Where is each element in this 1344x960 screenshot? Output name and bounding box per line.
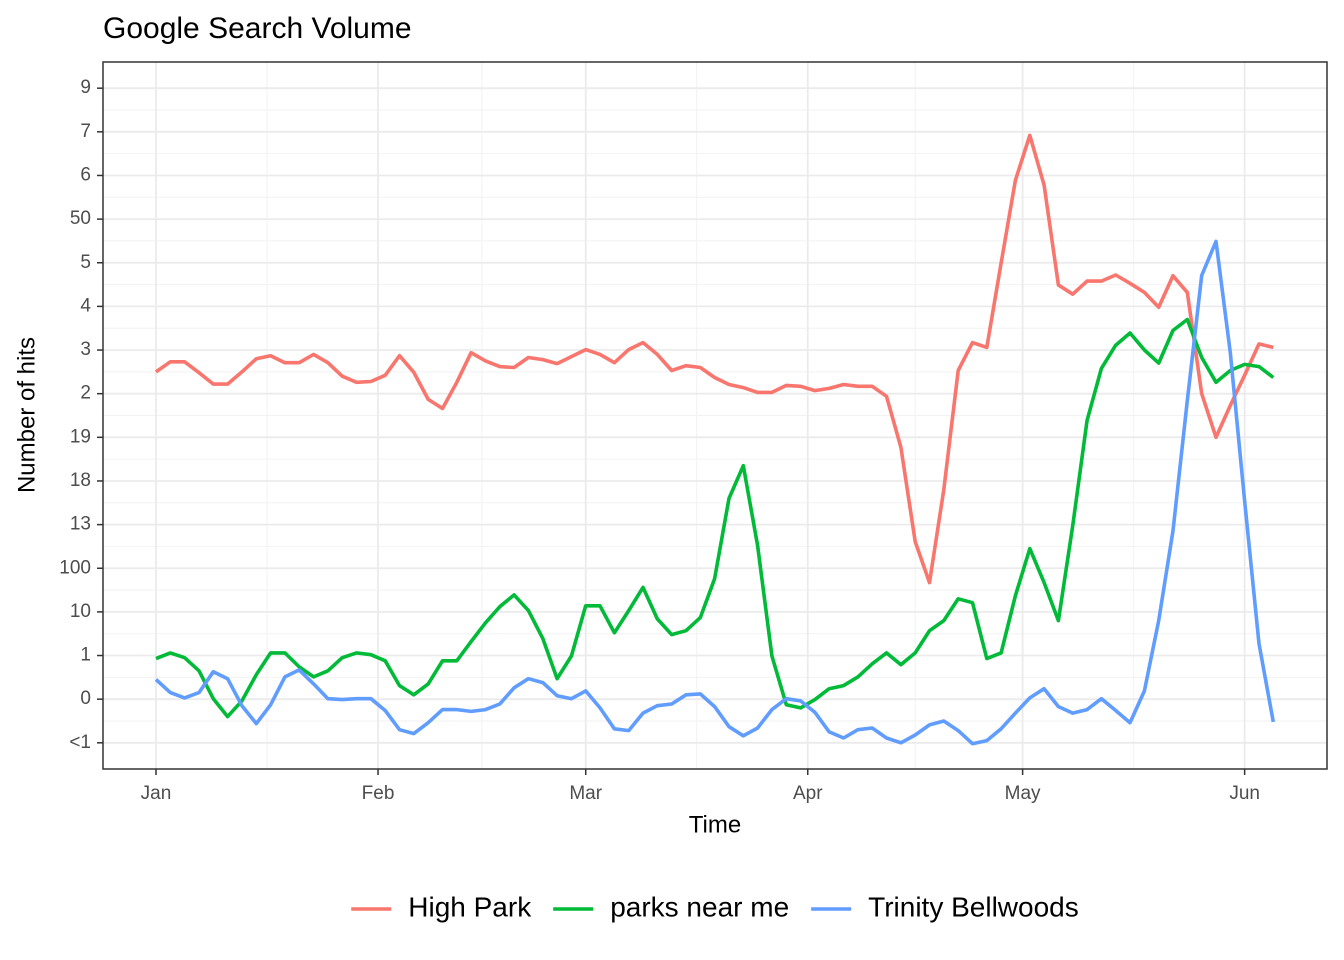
y-tick-label: 13	[70, 514, 91, 535]
series-line	[154, 239, 1276, 746]
y-tick-label: 4	[80, 295, 91, 316]
y-tick-label: 7	[80, 121, 91, 142]
y-tick-label: 10	[70, 601, 91, 622]
x-tick-label: May	[1005, 783, 1041, 804]
y-tick-label: 9	[80, 77, 91, 98]
chart-title: Google Search Volume	[103, 12, 412, 45]
x-tick-label: Feb	[362, 783, 395, 804]
y-tick-label: 18	[70, 470, 91, 491]
x-tick-label: Jan	[141, 783, 172, 804]
series-line	[155, 317, 1275, 719]
legend-label: Trinity Bellwoods	[868, 891, 1079, 922]
x-tick-label: Mar	[569, 783, 602, 804]
x-tick-label: Apr	[793, 783, 823, 804]
y-tick-label: 2	[80, 383, 91, 404]
x-tick-label: Jun	[1229, 783, 1260, 804]
y-tick-label: 1	[80, 645, 91, 666]
y-tick-label: 0	[80, 688, 91, 709]
y-tick-label: 5	[80, 252, 91, 273]
legend-label: parks near me	[610, 891, 789, 922]
y-tick-label: 6	[80, 164, 91, 185]
y-tick-label: <1	[69, 732, 91, 753]
y-tick-label: 19	[70, 426, 91, 447]
legend-label: High Park	[408, 891, 532, 922]
y-tick-label: 3	[80, 339, 91, 360]
y-tick-label: 100	[59, 557, 91, 578]
legend: High Park parks near me Trinity Bellwoods	[351, 891, 1079, 922]
series-line	[154, 133, 1274, 585]
y-axis-title: Number of hits	[13, 337, 40, 493]
plot-border	[102, 61, 1328, 770]
y-tick-label: 50	[70, 208, 91, 229]
x-axis-title: Time	[689, 811, 741, 838]
